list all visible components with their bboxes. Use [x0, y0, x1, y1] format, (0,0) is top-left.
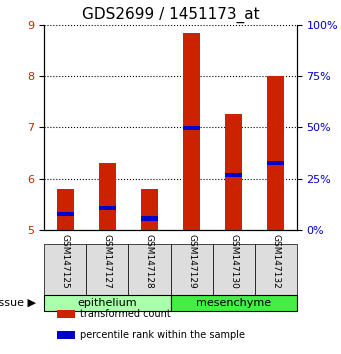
Bar [99, 206, 116, 210]
FancyBboxPatch shape [86, 244, 129, 297]
FancyBboxPatch shape [44, 295, 170, 310]
Bar [183, 34, 200, 230]
Text: GSM147132: GSM147132 [271, 234, 280, 289]
Text: transformed count: transformed count [80, 309, 170, 319]
Text: GSM147130: GSM147130 [229, 234, 238, 289]
Bar [99, 163, 116, 230]
Bar [141, 189, 158, 230]
Bar [225, 114, 242, 230]
Text: GSM147128: GSM147128 [145, 234, 154, 289]
Bar [57, 331, 75, 339]
FancyBboxPatch shape [44, 244, 86, 297]
FancyBboxPatch shape [129, 244, 170, 297]
FancyBboxPatch shape [255, 244, 297, 297]
Text: GSM147127: GSM147127 [103, 234, 112, 289]
Bar [57, 310, 75, 318]
Text: GSM147125: GSM147125 [61, 234, 70, 289]
Bar [225, 173, 242, 177]
Bar [267, 161, 284, 165]
Bar [57, 212, 74, 216]
FancyBboxPatch shape [170, 244, 212, 297]
Title: GDS2699 / 1451173_at: GDS2699 / 1451173_at [82, 7, 259, 23]
FancyBboxPatch shape [212, 244, 255, 297]
Bar [141, 216, 158, 221]
Bar [57, 189, 74, 230]
FancyBboxPatch shape [170, 295, 297, 310]
Text: tissue ▶: tissue ▶ [0, 297, 36, 308]
Text: percentile rank within the sample: percentile rank within the sample [80, 330, 244, 340]
Bar [267, 76, 284, 230]
Text: mesenchyme: mesenchyme [196, 297, 271, 308]
Bar [183, 126, 200, 130]
Text: GSM147129: GSM147129 [187, 234, 196, 289]
Text: epithelium: epithelium [78, 297, 137, 308]
